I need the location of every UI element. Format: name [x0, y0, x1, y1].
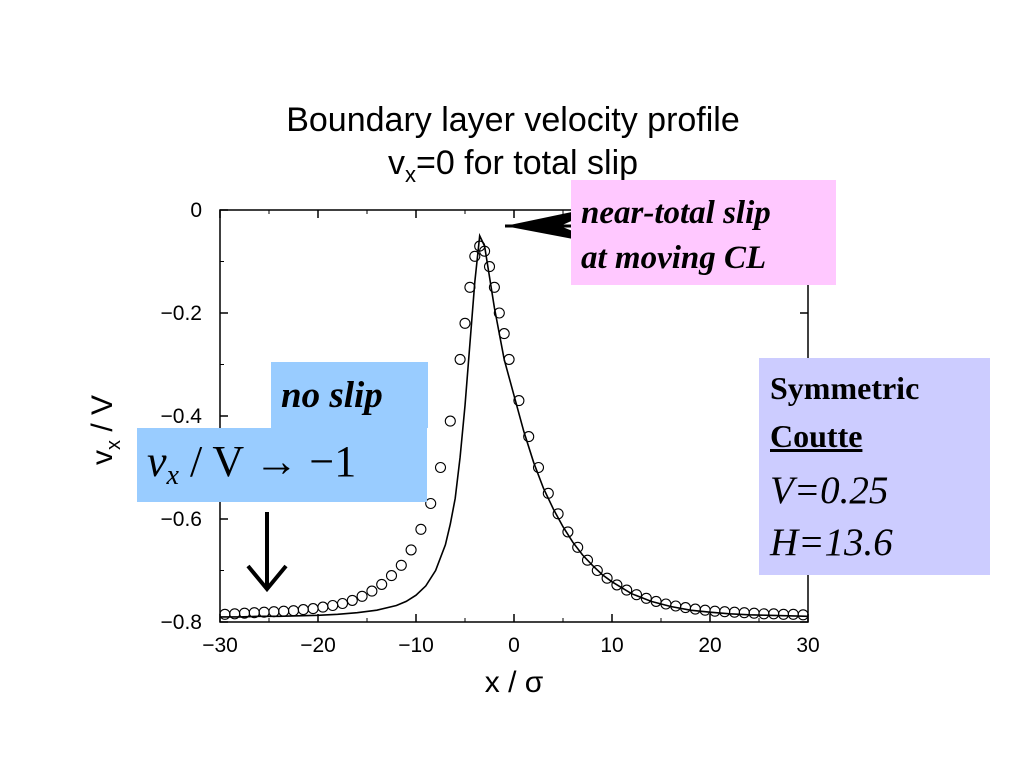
data-point — [679, 602, 692, 614]
data-point — [376, 578, 388, 590]
data-point — [532, 461, 545, 474]
no-slip-equation-box: vx / V → −1 — [137, 428, 427, 502]
data-point — [444, 415, 456, 427]
data-point — [425, 497, 437, 510]
data-point — [297, 604, 309, 616]
data-point — [498, 328, 510, 340]
data-point — [469, 250, 481, 262]
down-arrow-icon — [246, 512, 288, 593]
data-point — [542, 487, 554, 499]
params-coutte: Coutte — [770, 418, 863, 454]
data-point — [581, 554, 594, 566]
data-point — [552, 508, 564, 520]
data-point — [336, 597, 349, 610]
data-point — [287, 605, 300, 617]
md-data-points — [219, 240, 809, 621]
data-point — [483, 261, 496, 273]
data-point — [787, 608, 799, 620]
data-point — [523, 431, 535, 443]
near-total-slip-annotation: near-total slip at moving CL — [571, 180, 836, 285]
x-tick-label: 0 — [508, 634, 520, 657]
y-tick-label: 0 — [190, 199, 202, 222]
y-tick-label: −0.8 — [161, 611, 202, 634]
no-slip-equation: vx / V → −1 — [147, 437, 357, 491]
data-point — [621, 584, 633, 596]
params-height: H=13.6 — [770, 521, 893, 564]
params-symmetric: Symmetric — [770, 370, 920, 406]
data-point — [366, 585, 378, 597]
data-point — [699, 604, 711, 616]
data-point — [611, 579, 623, 591]
data-point — [488, 281, 500, 293]
data-point — [356, 590, 368, 602]
data-point — [454, 353, 466, 365]
data-point — [601, 572, 613, 584]
data-point — [493, 307, 505, 319]
data-point — [738, 607, 750, 619]
data-point — [268, 606, 280, 618]
x-tick-label: 10 — [600, 634, 623, 657]
data-point — [719, 606, 731, 618]
data-point — [278, 605, 290, 617]
data-point — [640, 592, 652, 604]
data-point — [513, 395, 525, 407]
y-axis-label: vx / V — [86, 395, 125, 465]
data-point — [630, 589, 643, 601]
x-tick-label: −20 — [300, 634, 336, 657]
data-point — [728, 606, 741, 618]
data-point — [562, 526, 574, 538]
y-tick-label: −0.2 — [161, 302, 202, 325]
data-point — [405, 544, 417, 556]
data-point — [572, 541, 584, 553]
simulation-parameters-box: Symmetric Coutte V=0.25 H=13.6 — [759, 358, 990, 575]
chart-subtitle: vx=0 for total slip — [388, 144, 638, 187]
fit-curve-line — [220, 232, 809, 618]
no-slip-label: no slip — [281, 375, 383, 416]
data-point — [689, 603, 701, 615]
slip-annotation-line1: near-total slip — [581, 195, 771, 231]
data-point — [395, 559, 407, 571]
x-axis-label: x / σ — [485, 666, 544, 699]
no-slip-annotation: no slip — [271, 362, 428, 428]
data-point — [346, 594, 358, 606]
x-tick-label: 30 — [796, 634, 819, 657]
data-point — [307, 603, 319, 615]
data-point — [317, 601, 329, 613]
x-tick-label: −10 — [398, 634, 434, 657]
data-point — [797, 609, 809, 621]
data-point — [768, 608, 780, 620]
params-velocity: V=0.25 — [770, 469, 889, 512]
slip-annotation-line2: at moving CL — [581, 240, 767, 276]
y-tick-label: −0.4 — [161, 405, 203, 428]
data-point — [758, 608, 770, 620]
data-point — [591, 564, 603, 577]
y-tick-label: −0.6 — [161, 508, 202, 531]
data-point — [434, 461, 447, 474]
data-point — [777, 608, 790, 620]
x-tick-label: 20 — [698, 634, 721, 657]
data-point — [219, 608, 231, 620]
data-point — [748, 607, 760, 619]
data-point — [709, 605, 721, 617]
data-point — [479, 245, 491, 257]
data-point — [503, 353, 515, 365]
x-tick-labels: −30 −20 −10 0 10 20 30 — [202, 634, 819, 657]
data-point — [327, 599, 339, 612]
data-point — [385, 570, 398, 582]
x-tick-label: −30 — [202, 634, 238, 657]
chart-title: Boundary layer velocity profile — [286, 101, 740, 139]
data-point — [415, 523, 427, 535]
data-point — [464, 281, 476, 293]
data-point — [459, 317, 471, 329]
y-tick-labels: 0 −0.2 −0.4 −0.6 −0.8 — [161, 199, 203, 634]
